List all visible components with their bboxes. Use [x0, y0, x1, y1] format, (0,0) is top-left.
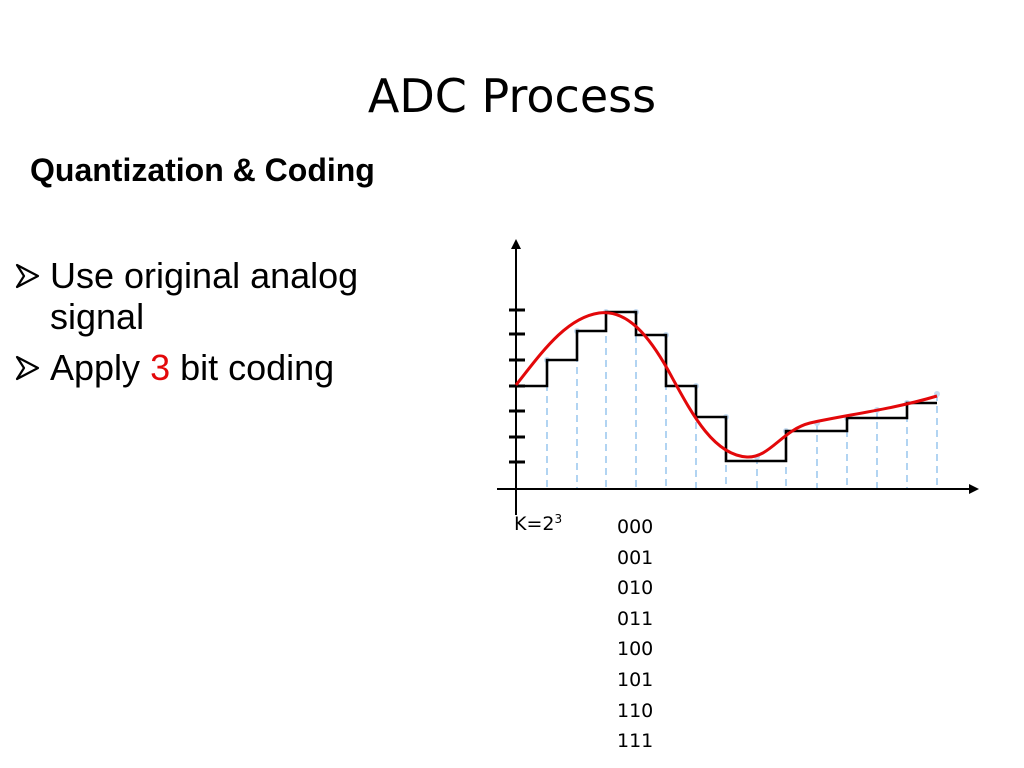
y-axis-arrowhead	[511, 239, 521, 249]
code-item: 011	[617, 607, 654, 630]
arrow-bullet-icon	[15, 355, 40, 381]
code-item: 000	[617, 516, 654, 538]
code-list: 000 001 010 011 100 101 110 111	[617, 512, 653, 757]
code-item: 001	[617, 546, 654, 569]
bullet-text-prefix: Use original analog signal	[50, 255, 359, 337]
bullet-list: Use original analog signal Apply 3 bit c…	[14, 255, 414, 398]
code-item: 100	[617, 638, 654, 661]
code-item: 110	[617, 699, 654, 722]
code-item: 010	[617, 577, 654, 600]
bullet-text-suffix: bit coding	[170, 347, 335, 388]
code-item: 111	[617, 730, 654, 753]
bullet-text-highlight: 3	[150, 347, 171, 388]
k-levels-label: K=23	[514, 512, 562, 536]
slide-subtitle: Quantization & Coding	[30, 152, 375, 188]
k-label-base: K=2	[514, 513, 555, 535]
bullet-item: Use original analog signal	[14, 255, 414, 337]
analog-signal	[514, 311, 938, 459]
bullet-text-prefix: Apply	[50, 347, 151, 388]
slide-title: ADC Process	[367, 69, 657, 123]
arrow-bullet-icon	[15, 263, 40, 289]
sample-lines	[546, 312, 938, 489]
quantized-signal	[516, 310, 937, 463]
bullet-item: Apply 3 bit coding	[14, 347, 414, 388]
x-axis-arrowhead	[969, 484, 979, 494]
k-label-exponent: 3	[554, 512, 563, 526]
code-item: 101	[617, 668, 654, 691]
